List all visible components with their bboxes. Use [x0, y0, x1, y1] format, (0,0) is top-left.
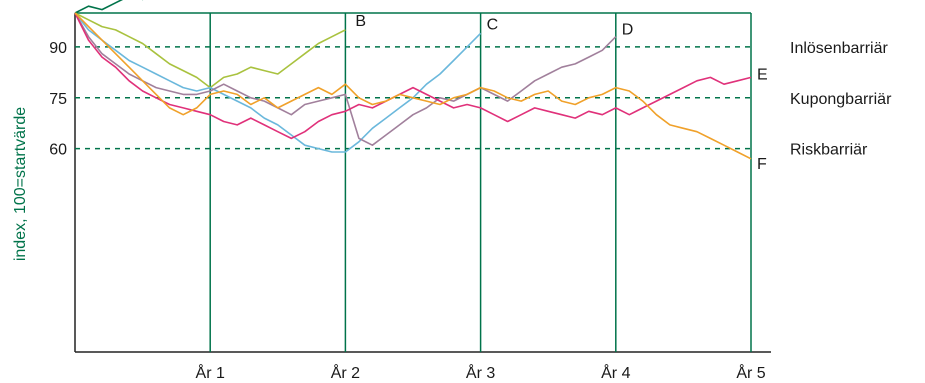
series-line-f — [74, 12, 752, 160]
series-lines — [74, 0, 752, 160]
series-end-label-c: C — [487, 16, 499, 33]
x-tick-label: År 3 — [466, 363, 495, 382]
series-line-a — [74, 0, 144, 14]
series-end-label-f: F — [757, 156, 767, 173]
plot-frame — [74, 12, 771, 353]
series-end-label-b: B — [355, 13, 366, 30]
barrier-label: Kupongbarriär — [790, 91, 892, 108]
series-end-label-d: D — [622, 22, 634, 39]
y-tick-label: 60 — [49, 142, 67, 159]
x-tick-label: År 1 — [196, 363, 225, 382]
barrier-label: Riskbarriär — [790, 142, 868, 159]
series-line-d — [74, 12, 617, 146]
y-tick-label: 90 — [49, 40, 67, 57]
y-tick-label: 75 — [49, 91, 67, 108]
x-tick-label: År 2 — [331, 363, 360, 382]
chart-labels: År 1 År 2 År 3 År 4 År 5 90 75 60 Inlösenbarriär… — [49, 13, 892, 382]
x-tick-label: År 5 — [736, 363, 765, 382]
series-line-e — [74, 12, 752, 140]
barrier-label: Inlösenbarriär — [790, 40, 889, 57]
series-end-label-e: E — [757, 66, 768, 83]
y-axis-label: index, 100=startvärde — [12, 107, 29, 261]
x-tick-label: År 4 — [601, 363, 630, 382]
